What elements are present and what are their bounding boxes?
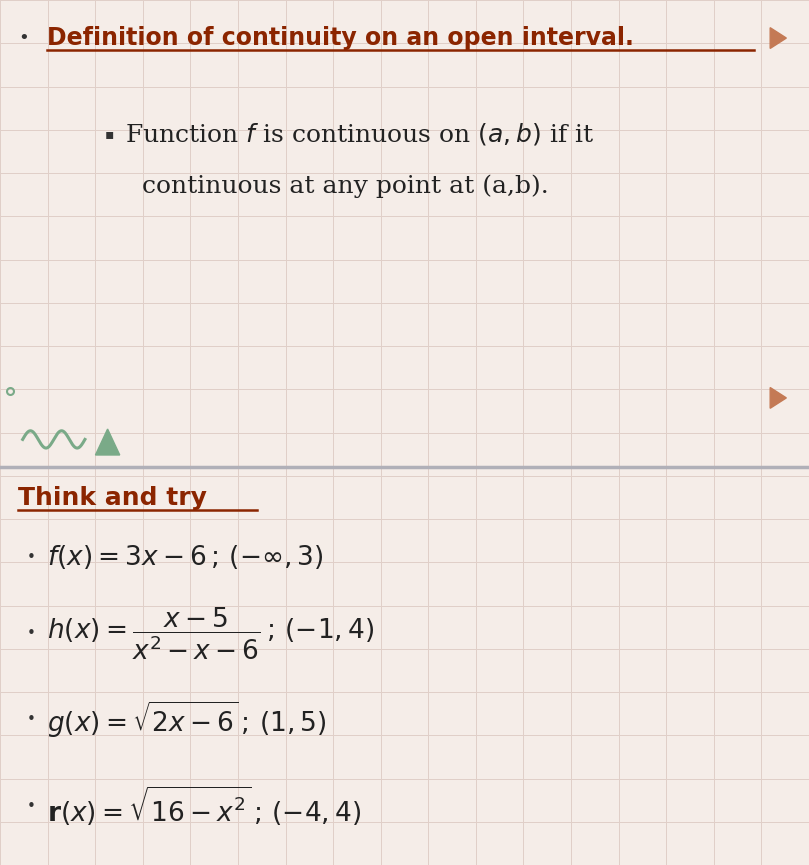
Text: $h(x) = \dfrac{x-5}{x^2-x-6}\,;\,(-1, 4)$: $h(x) = \dfrac{x-5}{x^2-x-6}\,;\,(-1, 4)… — [47, 605, 374, 662]
Text: $\mathbf{r}(x) = \sqrt{16 - x^2}\,;\,(-4, 4)$: $\mathbf{r}(x) = \sqrt{16 - x^2}\,;\,(-4… — [47, 785, 361, 828]
Text: Think and try: Think and try — [18, 486, 206, 510]
Text: $g(x) = \sqrt{2x - 6}\,;\,(1, 5)$: $g(x) = \sqrt{2x - 6}\,;\,(1, 5)$ — [47, 700, 327, 740]
Text: ▪: ▪ — [104, 127, 114, 141]
Text: continuous at any point at (a,b).: continuous at any point at (a,b). — [142, 174, 549, 198]
Text: •: • — [27, 625, 35, 641]
Text: •: • — [27, 549, 35, 565]
Polygon shape — [770, 388, 786, 408]
Text: $f(x) = 3x - 6\,;\,(-\infty, 3)$: $f(x) = 3x - 6\,;\,(-\infty, 3)$ — [47, 543, 324, 571]
Text: •: • — [27, 798, 35, 814]
Polygon shape — [95, 429, 120, 455]
Polygon shape — [770, 28, 786, 48]
Text: Definition of continuity on an open interval.: Definition of continuity on an open inte… — [47, 26, 633, 50]
Text: •: • — [18, 29, 28, 47]
Text: •: • — [27, 712, 35, 727]
Text: Function $f$ is continuous on $(a, b)$ if it: Function $f$ is continuous on $(a, b)$ i… — [125, 121, 595, 147]
